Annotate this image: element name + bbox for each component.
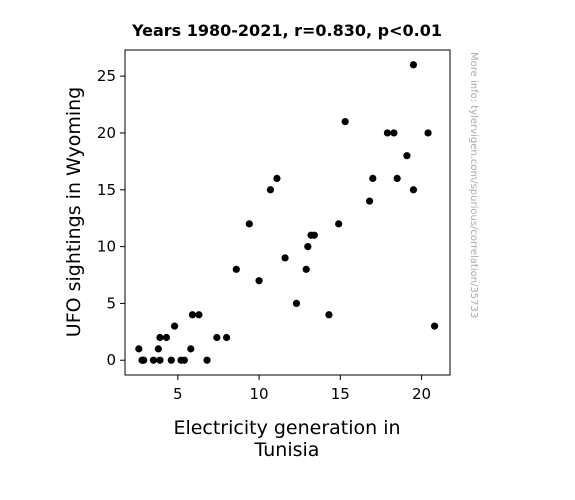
data-point [273,174,281,183]
plot-frame [124,49,451,376]
y-tick-label: 5 [106,294,116,312]
x-axis-label-line-2: Tunisia [254,439,320,461]
data-point [135,345,143,353]
data-point [156,356,164,364]
data-point [409,186,418,194]
data-point [187,345,195,353]
data-point [180,356,188,364]
data-point [162,333,171,342]
data-point [203,356,211,364]
watermark-text: More info: tylervigen.com/spurious/corre… [468,52,479,318]
y-tick-label: 20 [97,124,116,142]
chart-title: Years 1980-2021, r=0.830, p<0.01 [131,21,442,40]
y-tick-label: 15 [97,181,116,199]
data-point [325,311,333,319]
data-point [341,117,349,126]
data-point [302,265,310,273]
y-axis: 0 5 10 15 20 25 [97,67,125,369]
data-points [135,61,439,364]
x-axis-label-line-1: Electricity generation in [173,417,400,439]
data-point [424,129,432,137]
x-axis: 5 10 15 20 [173,375,431,403]
x-tick-label: 5 [173,385,183,403]
data-point [188,311,197,319]
data-point [304,242,312,251]
y-tick-label: 0 [106,351,116,369]
data-point [245,220,253,228]
data-point [266,186,275,194]
x-tick-label: 15 [331,385,350,403]
data-point [393,174,401,183]
data-point [335,220,343,228]
data-point [140,356,148,364]
x-tick-label: 20 [412,385,431,403]
data-point [195,311,203,319]
plot-area [124,49,451,376]
data-point [255,277,263,285]
data-point [156,333,164,342]
data-point [222,333,231,342]
data-point [149,356,158,364]
data-point [170,322,179,330]
data-point [154,345,162,353]
data-point [232,265,240,273]
data-point [409,61,418,69]
data-point [369,174,377,183]
data-point [430,322,439,330]
data-point [390,129,398,137]
data-point [167,356,175,364]
data-point [292,299,301,308]
x-tick-label: 10 [250,385,269,403]
y-tick-label: 25 [97,67,116,85]
data-point [213,333,221,342]
data-point [383,129,392,137]
data-point [365,197,374,205]
data-point [310,231,318,239]
data-point [281,254,289,262]
data-point [403,152,411,160]
y-tick-label: 10 [97,238,116,256]
y-axis-label: UFO sightings in Wyoming [63,87,85,337]
